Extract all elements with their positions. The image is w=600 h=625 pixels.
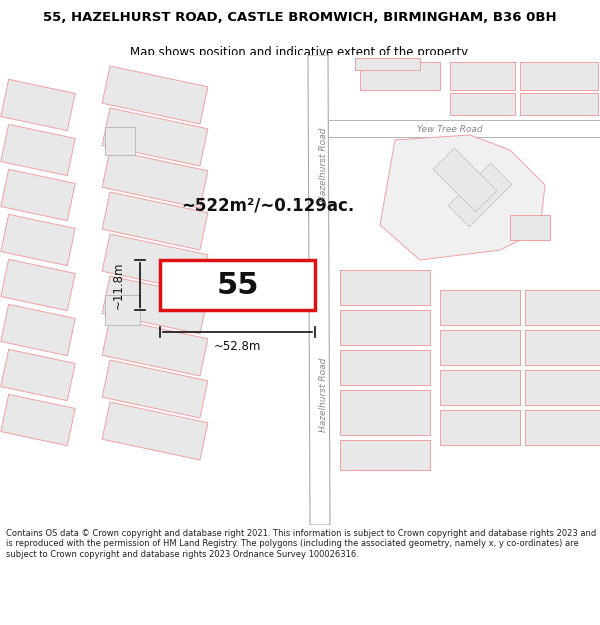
Bar (360, 62, 440, 90)
Text: Yew Tree Road: Yew Tree Road (417, 124, 483, 134)
Bar (440, 370, 520, 405)
Polygon shape (1, 169, 75, 221)
Polygon shape (102, 66, 208, 124)
Bar (355, 58, 420, 70)
Bar (520, 93, 598, 115)
Text: Map shows position and indicative extent of the property.: Map shows position and indicative extent… (130, 46, 470, 59)
Bar (340, 350, 430, 385)
Polygon shape (1, 79, 75, 131)
Bar (450, 62, 515, 90)
Text: Contains OS data © Crown copyright and database right 2021. This information is : Contains OS data © Crown copyright and d… (6, 529, 596, 559)
Bar (440, 330, 520, 365)
Text: ~52.8m: ~52.8m (214, 339, 261, 352)
Bar (340, 310, 430, 345)
Polygon shape (102, 234, 208, 292)
Bar (450, 93, 515, 115)
Polygon shape (102, 108, 208, 166)
Text: ~522m²/~0.129ac.: ~522m²/~0.129ac. (181, 196, 354, 214)
Bar (525, 330, 600, 365)
Polygon shape (102, 318, 208, 376)
Text: Hazelhurst Road: Hazelhurst Road (319, 357, 328, 432)
Bar (525, 290, 600, 325)
Polygon shape (433, 148, 497, 212)
Text: ~11.8m: ~11.8m (112, 261, 125, 309)
Bar (525, 410, 600, 445)
Bar (340, 440, 430, 470)
Bar (328, 120, 600, 137)
Bar (340, 270, 430, 305)
Bar (105, 127, 135, 155)
Polygon shape (1, 259, 75, 311)
Polygon shape (308, 55, 330, 525)
Polygon shape (1, 214, 75, 266)
Text: 55, HAZELHURST ROAD, CASTLE BROMWICH, BIRMINGHAM, B36 0BH: 55, HAZELHURST ROAD, CASTLE BROMWICH, BI… (43, 11, 557, 24)
Polygon shape (102, 360, 208, 418)
Polygon shape (1, 349, 75, 401)
Polygon shape (102, 192, 208, 250)
Polygon shape (102, 150, 208, 208)
Bar (520, 62, 598, 90)
Polygon shape (380, 135, 545, 260)
Polygon shape (102, 402, 208, 460)
Polygon shape (1, 304, 75, 356)
Text: 55: 55 (216, 271, 259, 299)
Bar (340, 390, 430, 435)
Text: Hazelhurst Road: Hazelhurst Road (319, 128, 328, 202)
Bar (160, 260, 315, 310)
Polygon shape (448, 163, 512, 227)
Polygon shape (1, 394, 75, 446)
Polygon shape (1, 124, 75, 176)
Polygon shape (102, 276, 208, 334)
Bar (105, 295, 140, 325)
Bar (510, 215, 550, 240)
Bar (440, 410, 520, 445)
Bar (525, 370, 600, 405)
Bar (440, 290, 520, 325)
